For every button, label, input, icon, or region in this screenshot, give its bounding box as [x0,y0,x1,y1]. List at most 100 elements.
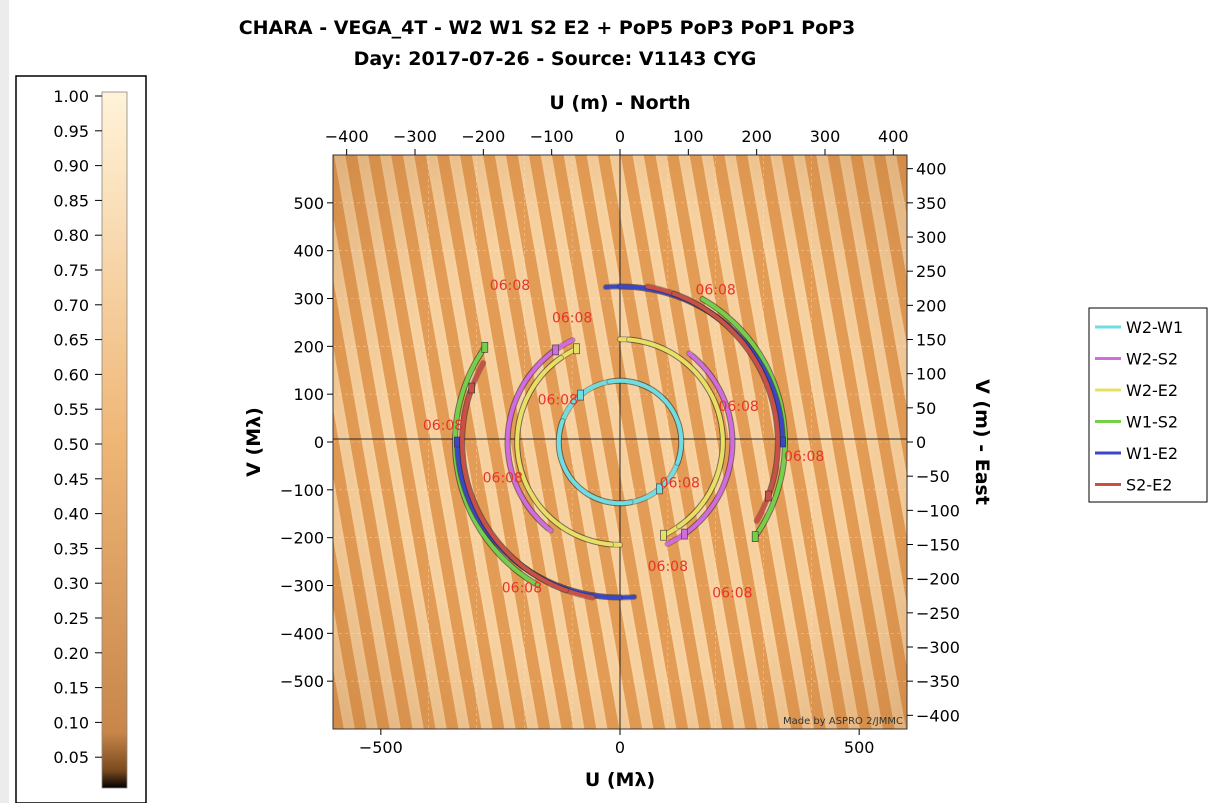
colorbar-tick-label: 0.95 [53,122,89,141]
time-label: 06:08 [483,471,523,487]
top-tick-label: 200 [741,127,772,146]
colorbar-tick-label: 0.30 [53,574,89,593]
colorbar-tick-label: 0.50 [53,435,89,454]
uv-track-w2-s2 [505,338,575,533]
right-tick-label: 350 [916,194,947,213]
y-tick-label: −200 [280,529,324,548]
colorbar-tick-label: 0.70 [53,296,89,315]
time-label: 06:08 [784,449,824,465]
y-tick-label: 400 [293,242,324,261]
right-tick-label: −250 [916,604,960,623]
colorbar-tick-label: 0.80 [53,226,89,245]
colorbar-tick-label: 0.25 [53,609,89,628]
uv-track-start-marker [481,342,489,353]
y-tick-label: 500 [293,194,324,213]
y-tick-label: 100 [293,385,324,404]
time-label: 06:08 [712,585,752,601]
right-tick-label: 300 [916,228,947,247]
right-tick-label: 250 [916,262,947,281]
time-label: 06:08 [502,581,542,597]
uv-track-start-marker [468,382,475,394]
plot-area: 06:08 06:08 06:08 06:08 06:08 06:08 06:08 06:08… [224,127,960,757]
colorbar-tick-label: 0.35 [53,539,89,558]
top-tick-label: −300 [393,127,437,146]
colorbar: 1.00 0.95 0.90 0.85 0.80 0.75 0.70 0.65 0.60 0.55… [15,75,147,803]
right-tick-label: −200 [916,570,960,589]
uv-track-w2-e2 [627,337,725,529]
y-tick-label: 0 [314,433,324,452]
uv-track-start-marker [660,529,667,541]
time-label: 06:08 [490,278,530,294]
right-tick-label: 400 [916,160,947,179]
right-tick-label: 100 [916,365,947,384]
time-label: 06:08 [538,393,578,409]
legend-label: W2-S2 [1126,350,1178,369]
top-tick-label: 0 [615,127,625,146]
uv-track-w1-s2 [700,297,787,539]
colorbar-tick-label: 0.05 [53,748,89,767]
time-label: 06:08 [718,399,758,415]
time-label: 06:08 [423,418,463,434]
right-tick-label: 50 [916,399,936,418]
right-tick-label: 200 [916,296,947,315]
right-tick-label: −150 [916,536,960,555]
uv-track-s2-e2 [460,361,568,593]
time-label: 06:08 [660,475,700,491]
uv-track-w2-e2 [515,355,613,547]
y-tick-label: −400 [280,624,324,643]
colorbar-tick-label: 0.65 [53,331,89,350]
right-tick-label: 0 [916,433,926,452]
legend-frame [1088,307,1208,503]
uv-track-s2-e2 [672,291,780,523]
top-tick-label: 400 [878,127,909,146]
uv-track-w1-s2 [453,345,540,587]
chart-title: CHARA - VEGA_4T - W2 W1 S2 E2 + PoP5 PoP… [239,17,856,39]
legend-label: W2-W1 [1126,318,1183,337]
top-tick-label: −200 [461,127,505,146]
right-tick-label: 150 [916,331,947,350]
time-label: 06:08 [552,310,592,326]
y-axis-title: V (Mλ) [243,407,265,477]
legend-label: W2-E2 [1126,381,1178,400]
time-label: 06:08 [648,559,688,575]
y-tick-label: −300 [280,577,324,596]
uv-track-w2-w1 [556,419,633,506]
right-tick-label: −300 [916,638,960,657]
chart-subtitle: Day: 2017-07-26 - Source: V1143 CYG [354,48,757,70]
uv-track-start-marker [765,490,772,502]
right-tick-label: −400 [916,706,960,725]
colorbar-tick-label: 0.55 [53,400,89,419]
x-tick-label: −500 [359,738,403,757]
colorbar-tick-label: 0.45 [53,470,89,489]
top-tick-label: 300 [810,127,841,146]
y-tick-label: −500 [280,672,324,691]
colorbar-tick-label: 0.10 [53,713,89,732]
y-tick-label: −100 [280,481,324,500]
legend-label: S2-E2 [1126,476,1172,495]
colorbar-tick-label: 0.40 [53,505,89,524]
y-tick-label: 200 [293,337,324,356]
colorbar-tick-label: 0.85 [53,191,89,210]
uv-track-w2-w1 [607,378,684,465]
right-tick-label: −350 [916,672,960,691]
right-axis-title: V (m) - East [971,379,993,505]
legend-label: W1-S2 [1126,413,1178,432]
uv-track-start-marker [577,389,584,401]
colorbar-tick-label: 0.15 [53,679,89,698]
uv-track-start-marker [552,344,559,356]
colorbar-tick-label: 0.60 [53,365,89,384]
uv-track-start-marker [656,483,663,495]
uv-track-start-marker [573,343,580,355]
x-tick-label: 500 [844,738,875,757]
colorbar-tick-label: 0.90 [53,157,89,176]
uv-track-start-marker [681,528,688,540]
right-tick-label: −50 [916,467,950,486]
time-label: 06:08 [695,283,735,299]
fringe-stripe [224,150,327,734]
y-tick-label: 300 [293,290,324,309]
colorbar-tick-label: 0.20 [53,644,89,663]
colorbar-tick-label: 1.00 [53,87,89,106]
colorbar-tick-label: 0.75 [53,261,89,280]
top-tick-label: −400 [325,127,369,146]
x-axis-title: U (Mλ) [585,769,655,791]
